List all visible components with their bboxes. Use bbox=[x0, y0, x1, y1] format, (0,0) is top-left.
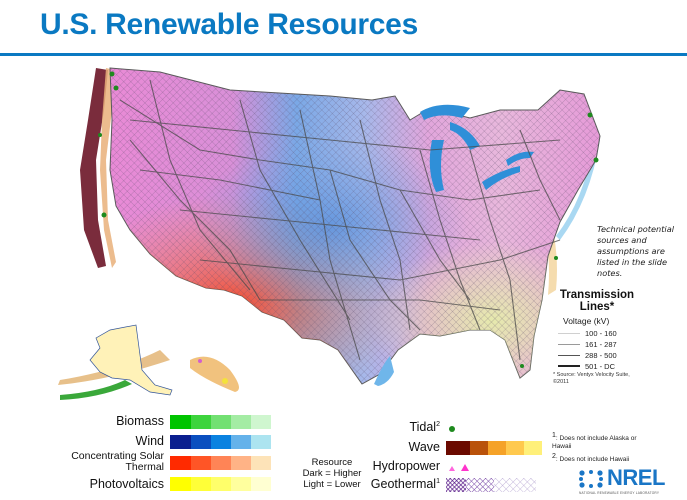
transmission-legend-row: 288 - 500 bbox=[558, 350, 617, 360]
title-divider bbox=[0, 53, 687, 56]
legend-label-biomass: Biomass bbox=[116, 414, 164, 428]
nrel-logo-text: NREL bbox=[607, 465, 665, 490]
hawaii bbox=[190, 356, 239, 392]
legend-swatches-biomass bbox=[170, 415, 271, 429]
legend-swatches-wind bbox=[170, 435, 271, 449]
resource-intensity-note: Resource Dark = Higher Light = Lower bbox=[302, 457, 362, 490]
legend-label-csp: Concentrating Solar Thermal bbox=[71, 450, 164, 473]
transmission-source: * Source: Ventyx Velocity Suite, ©2011 bbox=[553, 372, 630, 385]
legend-swatches-geothermal bbox=[446, 478, 536, 492]
legend-label-geothermal: Geothermal1 bbox=[370, 477, 440, 491]
hydropower-large-triangle-icon bbox=[461, 464, 469, 471]
technical-potential-note: Technical potential sources and assumpti… bbox=[597, 224, 674, 278]
legend-swatches-csp bbox=[170, 456, 271, 470]
nrel-logo-subtitle: NATIONAL RENEWABLE ENERGY LABORATORY bbox=[579, 491, 660, 495]
legend-label-wind: Wind bbox=[135, 434, 164, 448]
transmission-legend-row: 100 - 160 bbox=[558, 328, 617, 338]
footnote-1: 1: Does not include Alaska or Hawaii bbox=[552, 432, 637, 450]
legend-label-photovoltaics: Photovoltaics bbox=[89, 477, 164, 491]
transmission-legend-title: Transmission Lines* bbox=[559, 289, 635, 313]
west-coast-wave-band bbox=[80, 68, 116, 268]
line-swatch bbox=[558, 343, 580, 345]
legend-swatches-photovoltaics bbox=[170, 477, 271, 491]
tidal-dot-icon bbox=[449, 426, 455, 432]
renewable-resources-map bbox=[58, 67, 601, 400]
legend-label-wave: Wave bbox=[408, 440, 441, 454]
footnote-2: 2: Does not include Hawaii bbox=[552, 453, 630, 464]
great-lakes bbox=[420, 104, 534, 192]
tidal-sites bbox=[98, 71, 599, 368]
alaska bbox=[58, 324, 173, 400]
legend-label-hydropower: Hydropower bbox=[372, 459, 440, 473]
transmission-legend-row: 501 - DC bbox=[558, 361, 615, 371]
page-title: U.S. Renewable Resources bbox=[40, 8, 418, 41]
transmission-lines bbox=[119, 79, 561, 361]
line-swatch bbox=[558, 365, 580, 367]
transmission-legend-row: 161 - 287 bbox=[558, 339, 617, 349]
line-swatch bbox=[558, 332, 580, 334]
legend-label-tidal: Tidal2 bbox=[409, 420, 440, 434]
hydropower-small-triangle-icon bbox=[449, 466, 455, 471]
nrel-logo-icon bbox=[579, 470, 603, 488]
legend-swatches-wave bbox=[446, 441, 542, 455]
transmission-legend-subtitle: Voltage (kV) bbox=[563, 316, 610, 326]
line-swatch bbox=[558, 354, 580, 356]
